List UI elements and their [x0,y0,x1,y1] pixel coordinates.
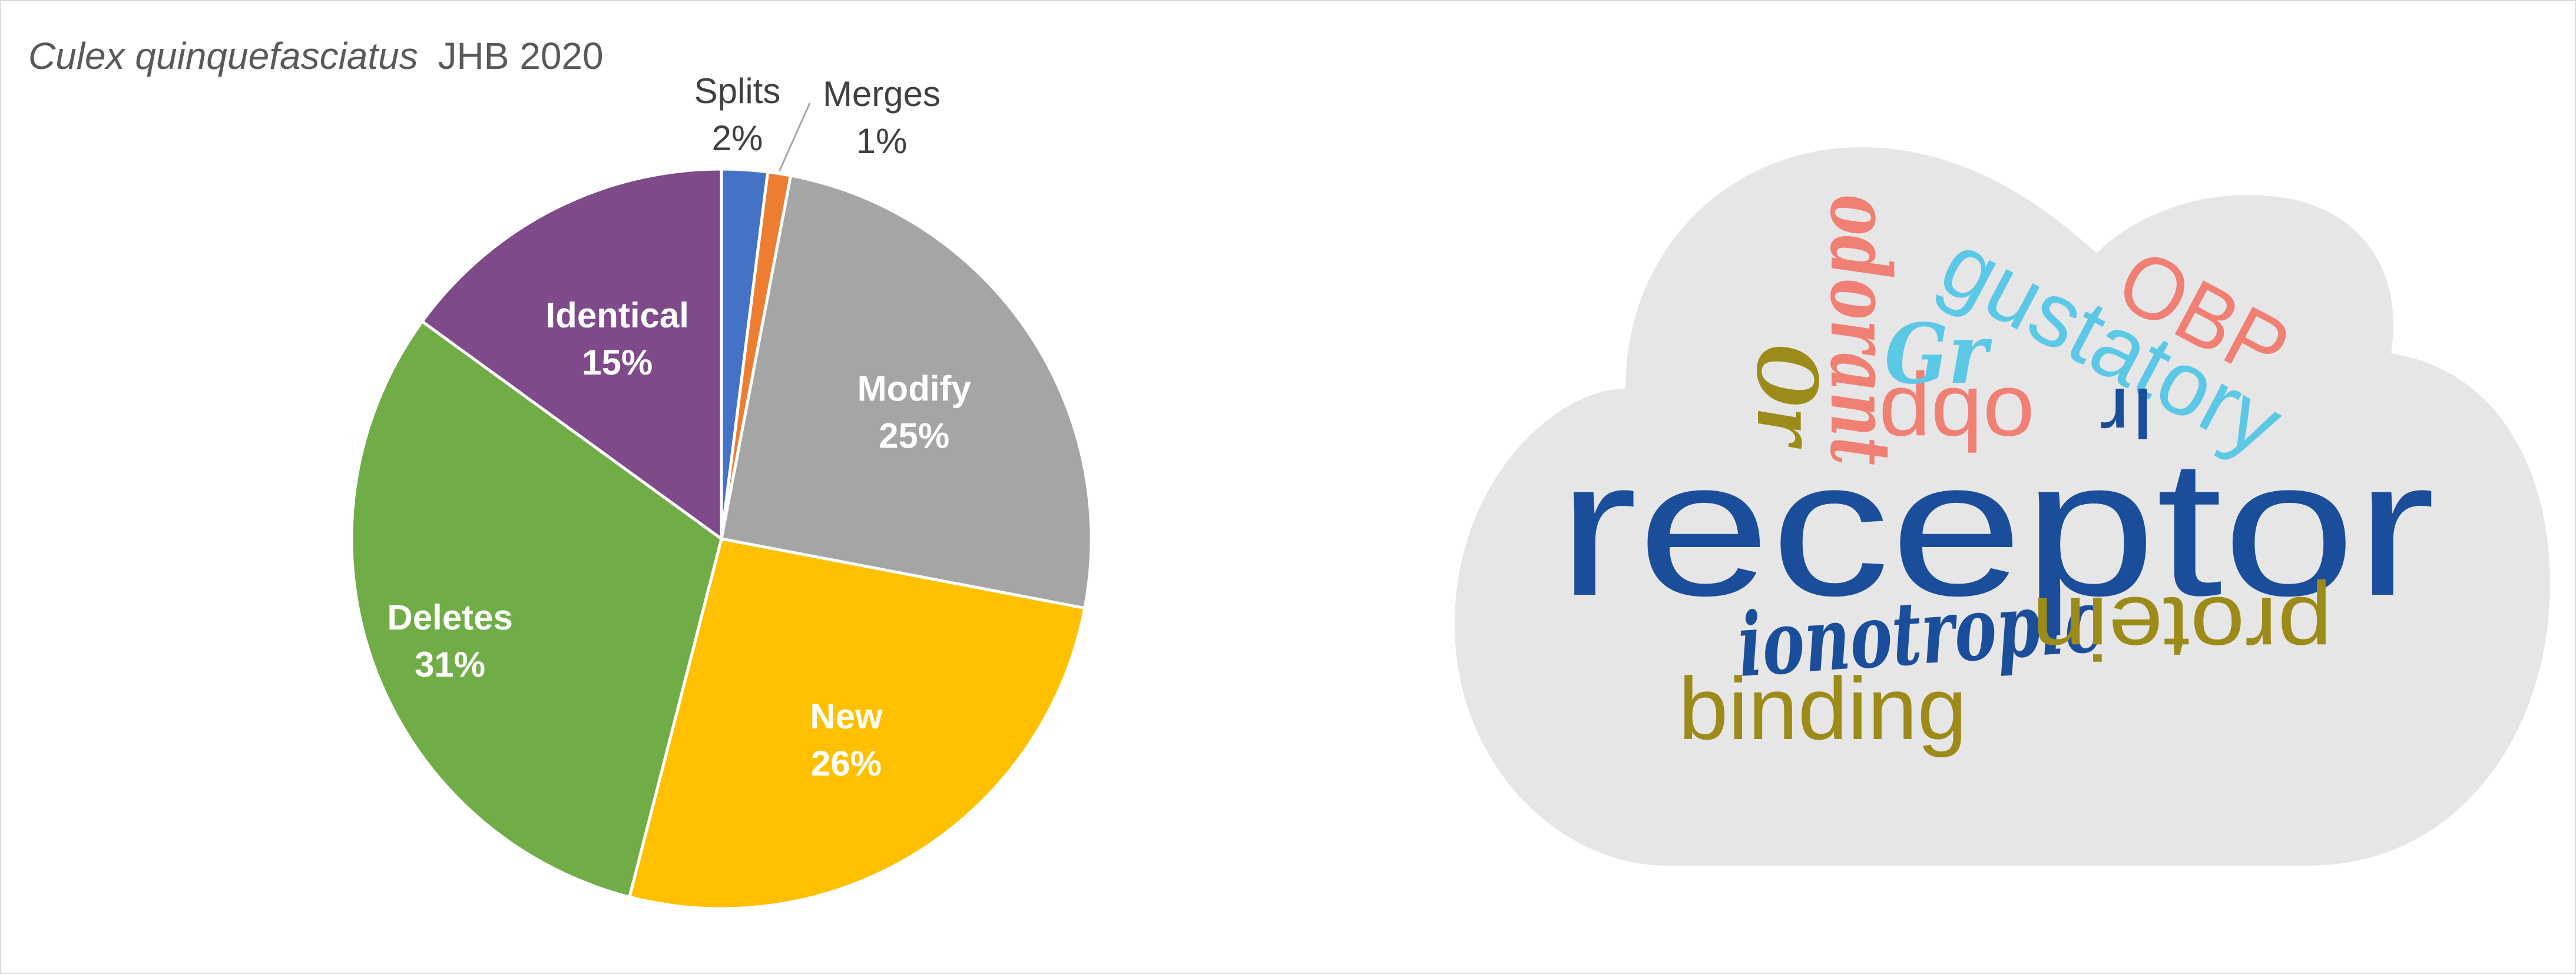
pie-leader-merges [778,102,811,172]
word-receptor: receptor [1558,419,2435,637]
cloud-shape [1455,147,2550,866]
pie-slice-new [627,537,1087,910]
pie-label-modify: Modify [857,369,972,409]
word-Or: Or [1738,344,1835,449]
word-protein: protein [2032,579,2332,678]
pie-value-new: 26% [811,744,882,783]
pie-slice-deletes [350,319,723,899]
pie-label-deletes: Deletes [387,598,512,637]
title-species: Culex quinquefasciatus [28,35,418,77]
pie-chart: Splits 2% Merges 1% Modify 25% New 26% Deletes 31… [350,71,1093,910]
title-suffix: JHB 2020 [438,35,604,77]
word-odorant: odorant [1812,194,1908,465]
pie-label-identical: Identical [546,296,689,335]
pie-value-deletes: 31% [415,645,485,684]
pie-slice-modify [720,174,1093,610]
pie-value-splits: 2% [712,118,763,158]
word-ionotropic: ionotropic [1734,569,2106,697]
word-binding: binding [1678,659,1967,758]
pie-label-splits: Splits [694,71,781,111]
pie-value-identical: 15% [582,343,653,382]
word-obp: obp [1879,370,2035,469]
pie-value-modify: 25% [879,416,949,456]
word-Ir: Ir [2100,373,2156,455]
pie-slice-identical [420,167,723,542]
figure-title: Culex quinquefasciatus JHB 2020 [28,35,604,77]
pie-label-new: New [810,697,883,736]
cloud-outline [1455,147,2550,866]
word-Gr: Gr [1885,306,1992,403]
pie-label-merges: Merges [823,74,941,114]
word-cloud: receptor ionotropic binding protein odor… [1455,147,2550,866]
pie-value-merges: 1% [856,121,908,161]
